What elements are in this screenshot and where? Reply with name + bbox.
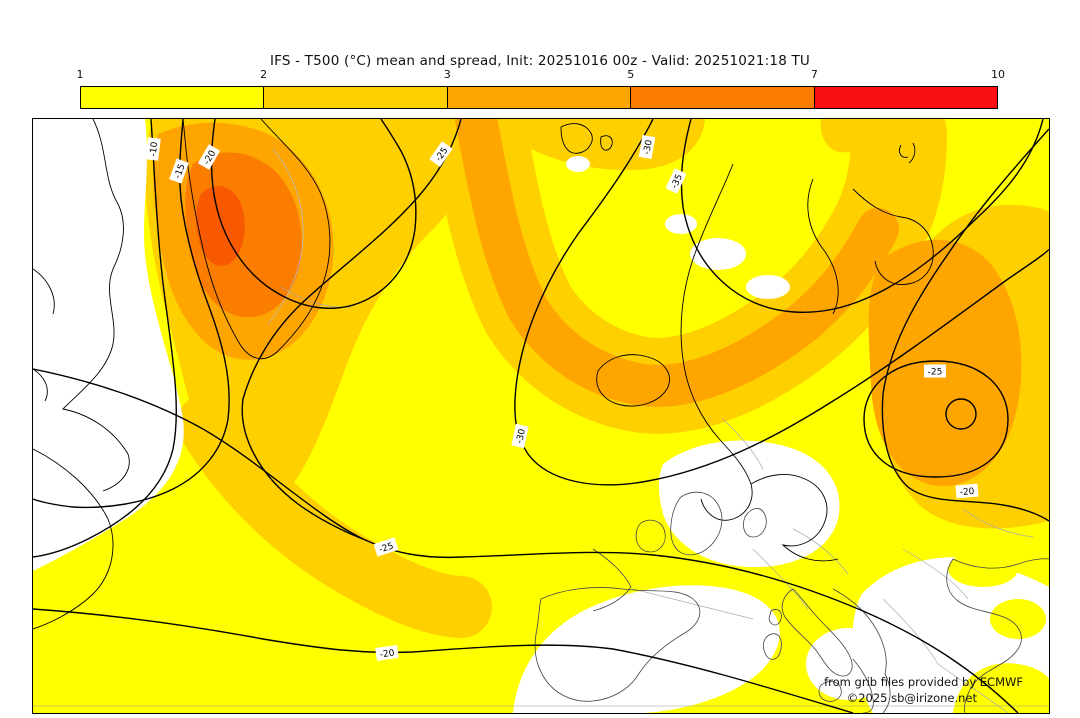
svg-text:-30: -30 — [642, 139, 654, 155]
svg-text:-25: -25 — [928, 368, 943, 378]
map-panel: -10 -15 -20 -25 -30 -35 -30 -25 -20 -25 -20 from g… — [32, 118, 1050, 714]
colorbar-tick-7: 7 — [810, 68, 818, 81]
colorbar-segment-3-5 — [446, 87, 631, 108]
chart-title: IFS - T500 (°C) mean and spread, Init: 2… — [269, 53, 811, 69]
contour-labels-layer: -10-15-20 -25 -30-35-30-25-20-25-20 — [145, 135, 979, 661]
colorbar-tick-1: 1 — [76, 68, 84, 81]
greenland-ice-edge — [267, 148, 304, 325]
contour-minus20-east — [881, 128, 1049, 522]
svg-text:-25: -25 — [378, 541, 395, 555]
mean-contours — [33, 119, 1049, 713]
contour-minus30 — [514, 119, 1049, 486]
attribution-source: from grib files provided by ECMWF — [824, 675, 1023, 689]
spread-colorbar — [80, 86, 998, 109]
colorbar-tick-labels: 1 2 3 5 7 10 — [76, 68, 1006, 82]
colorbar-tick-3: 3 — [443, 68, 451, 81]
spread-below-1-regions — [33, 119, 1049, 713]
svg-text:-30: -30 — [515, 428, 528, 445]
contour-minus25-closed — [863, 360, 1009, 478]
contour-inner-closed — [945, 398, 977, 430]
svg-text:-15: -15 — [173, 163, 187, 180]
colorbar-segment-7-10 — [813, 87, 998, 108]
spread-1-2-islands — [948, 551, 1049, 713]
colorbar-tick-2: 2 — [260, 68, 268, 81]
svg-text:-20: -20 — [959, 487, 975, 498]
contour-label: -15 — [169, 158, 189, 184]
country-borders — [280, 286, 1034, 713]
europe-coastlines — [534, 491, 1049, 713]
svg-text:-10: -10 — [149, 141, 161, 157]
contour-label: -10 — [145, 137, 161, 161]
svg-text:-20: -20 — [379, 648, 395, 660]
contour-label: -30 — [638, 135, 656, 159]
contour-minus15 — [33, 119, 230, 509]
contour-minus25-south — [33, 368, 1019, 713]
colorbar-tick-10: 10 — [991, 68, 1005, 81]
contour-label: -25 — [373, 537, 399, 557]
weather-map-svg: -10-15-20 -25 -30-35-30-25-20-25-20 — [33, 119, 1049, 713]
contour-label: -25 — [924, 364, 946, 378]
contour-minus10 — [33, 119, 178, 558]
contour-minus20-south — [33, 608, 854, 713]
contour-minus25-north — [241, 119, 462, 540]
attribution-copyright: ©2025 sb@irizone.net — [846, 691, 977, 705]
colorbar-segment-1-2 — [81, 87, 264, 108]
colorbar-segment-5-7 — [630, 87, 814, 108]
coastlines — [33, 119, 934, 630]
colorbar-segment-2-3 — [263, 87, 447, 108]
contour-minus20-greenland — [210, 119, 417, 309]
contour-label: -30 — [511, 423, 529, 449]
contour-minus35 — [680, 119, 1044, 313]
colorbar-tick-5: 5 — [627, 68, 635, 81]
contour-label: -20 — [375, 645, 399, 661]
contour-label: -20 — [955, 483, 979, 499]
